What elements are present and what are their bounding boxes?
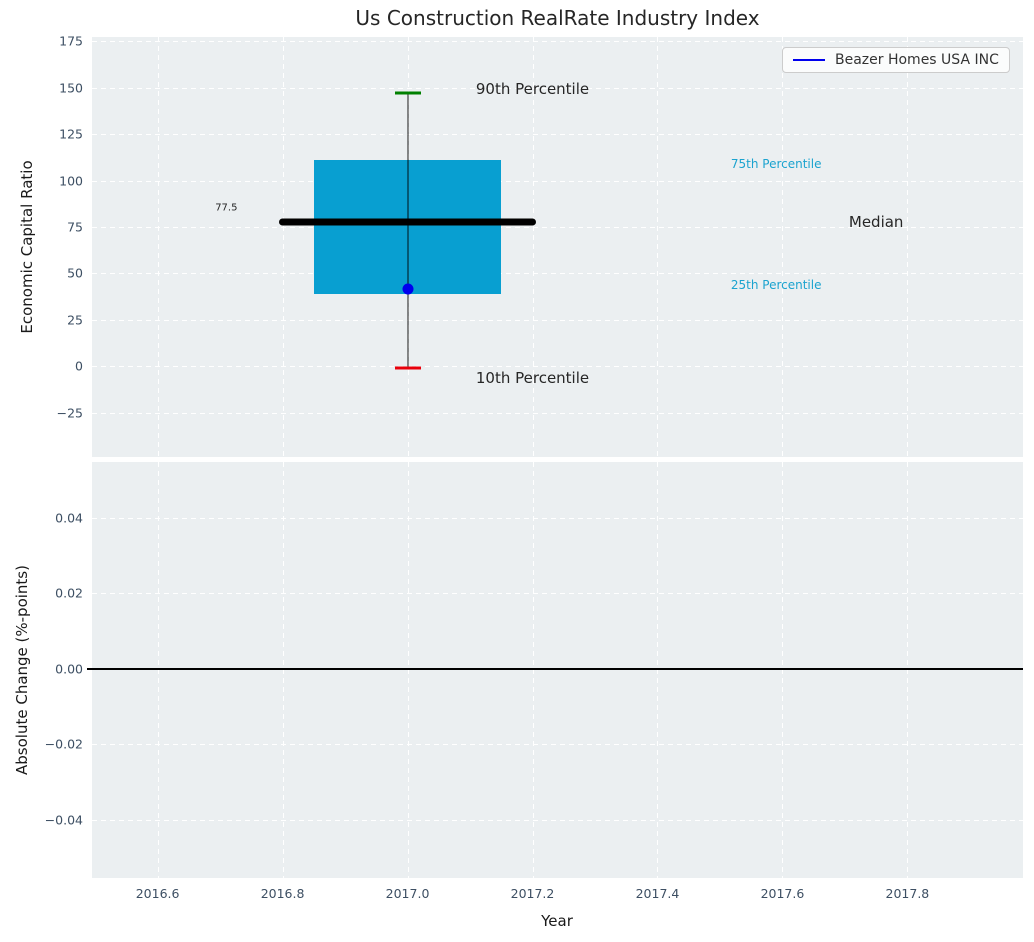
x-tick-label: 2016.8 [260,886,305,901]
legend-label: Beazer Homes USA INC [835,52,999,68]
x-tick-label: 2017.2 [510,886,555,901]
gridline-horizontal [92,319,1023,321]
gridline-vertical [157,462,159,878]
y-tick-label: 25 [67,312,83,328]
y-tick-label: 50 [67,265,83,281]
y-tick-label: −0.02 [44,736,83,752]
y-tick-label: 150 [59,80,83,96]
gridline-horizontal [92,227,1023,228]
gridline-horizontal [92,41,1023,43]
bottom-plot-area [87,462,1023,878]
y-tick-label: 125 [59,126,83,142]
gridline-vertical [657,37,659,457]
gridline-horizontal [92,87,1023,89]
median-line [279,218,536,226]
gridline-vertical [282,37,284,457]
box-iqr-rect [313,160,502,294]
gridline-vertical [157,37,159,457]
top-plot-area: 90th Percentile 75th Percentile Median 25th… [92,37,1023,457]
whisker-line [406,93,409,369]
gridline-vertical [407,462,409,878]
gridline-horizontal [92,744,1023,746]
y-tick-label: 0.02 [55,585,83,601]
x-axis-label: Year [541,912,573,930]
y-axis-label-top: Economic Capital Ratio [18,160,36,334]
annotation-75th-percentile: 75th Percentile [730,156,822,171]
gridline-horizontal [92,412,1023,414]
x-tick-label: 2017.4 [635,886,680,901]
gridline-vertical [907,462,909,878]
annotation-90th-percentile: 90th Percentile [475,80,590,99]
y-axis-label-bottom: Absolute Change (%-points) [13,565,31,775]
gridline-horizontal [92,819,1023,821]
y-tick-label: −0.04 [44,812,83,828]
legend: Beazer Homes USA INC [782,47,1010,73]
whisker-cap-90th [394,91,421,95]
whisker-cap-10th [394,366,421,370]
gridline-horizontal [92,273,1023,275]
gridline-vertical [907,37,909,457]
gridline-vertical [657,462,659,878]
zero-reference-line [87,667,1023,670]
x-tick-label: 2016.6 [135,886,180,901]
y-tick-label: 0 [75,358,83,374]
gridline-horizontal [92,517,1023,519]
gridline-vertical [532,462,534,878]
legend-line-icon [793,59,825,61]
x-tick-label: 2017.0 [385,886,430,901]
annotation-25th-percentile: 25th Percentile [730,277,822,292]
gridline-horizontal [92,180,1023,182]
company-data-point [402,283,414,295]
annotation-77-5: 77.5 [215,202,238,214]
y-tick-label: 75 [67,219,83,235]
annotation-10th-percentile: 10th Percentile [475,368,590,387]
gridline-horizontal [92,366,1023,368]
gridline-vertical [532,37,534,457]
gridline-vertical [782,37,784,457]
gridline-horizontal [92,593,1023,595]
y-tick-label: 0.04 [55,510,83,526]
gridline-horizontal [92,134,1023,136]
gridline-vertical [782,462,784,878]
y-tick-label: 0.00 [55,661,83,677]
x-tick-label: 2017.6 [760,886,805,901]
x-tick-label: 2017.8 [885,886,930,901]
y-tick-label: 100 [59,173,83,189]
y-tick-label: −25 [56,405,83,421]
gridline-vertical [282,462,284,878]
annotation-median: Median [848,213,904,232]
y-tick-label: 175 [59,33,83,49]
chart-title: Us Construction RealRate Industry Index [355,6,760,30]
